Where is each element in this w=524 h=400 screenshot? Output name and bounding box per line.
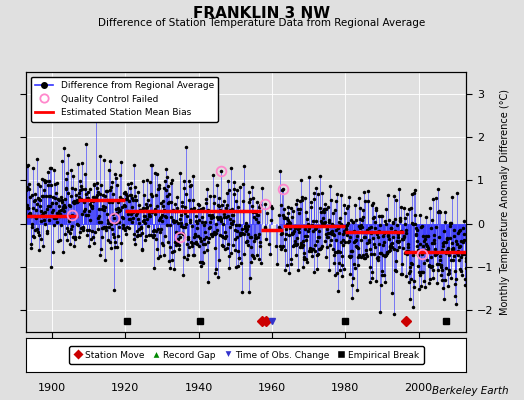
Text: Difference of Station Temperature Data from Regional Average: Difference of Station Temperature Data f…	[99, 18, 425, 28]
Text: 2000: 2000	[405, 382, 433, 393]
Text: 1920: 1920	[111, 382, 139, 393]
Text: 1940: 1940	[184, 382, 213, 393]
Legend: Difference from Regional Average, Quality Control Failed, Estimated Station Mean: Difference from Regional Average, Qualit…	[31, 76, 219, 122]
Text: FRANKLIN 3 NW: FRANKLIN 3 NW	[193, 6, 331, 21]
Text: 1900: 1900	[38, 382, 66, 393]
Text: 1960: 1960	[258, 382, 286, 393]
Text: 1980: 1980	[331, 382, 359, 393]
Text: Berkeley Earth: Berkeley Earth	[432, 386, 508, 396]
Legend: Station Move, Record Gap, Time of Obs. Change, Empirical Break: Station Move, Record Gap, Time of Obs. C…	[69, 346, 424, 364]
Y-axis label: Monthly Temperature Anomaly Difference (°C): Monthly Temperature Anomaly Difference (…	[500, 89, 510, 315]
